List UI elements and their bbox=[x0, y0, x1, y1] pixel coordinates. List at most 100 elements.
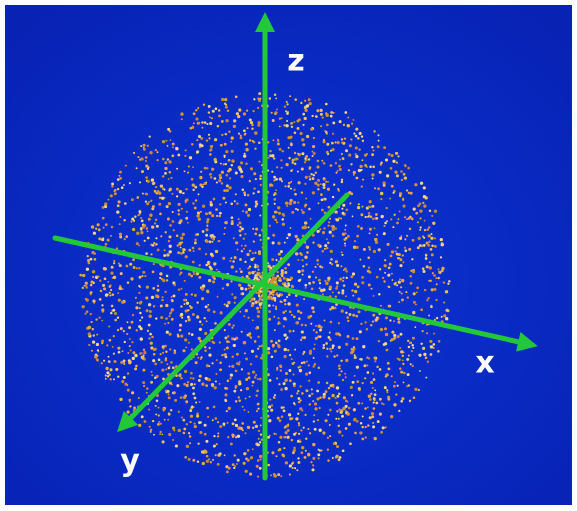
point bbox=[303, 427, 305, 429]
point bbox=[312, 241, 314, 243]
point bbox=[194, 397, 197, 400]
point bbox=[257, 191, 260, 194]
point bbox=[219, 368, 222, 371]
point bbox=[426, 299, 428, 301]
point bbox=[394, 171, 397, 174]
point bbox=[360, 422, 363, 425]
point bbox=[135, 297, 137, 299]
point bbox=[144, 240, 146, 242]
point bbox=[128, 360, 131, 363]
point bbox=[208, 111, 210, 113]
x-label: x bbox=[475, 346, 494, 381]
point bbox=[117, 317, 119, 319]
point bbox=[297, 310, 300, 313]
point bbox=[230, 141, 232, 143]
point bbox=[319, 396, 322, 399]
point bbox=[362, 415, 364, 417]
point bbox=[233, 390, 236, 393]
point bbox=[113, 276, 116, 279]
point bbox=[198, 218, 201, 221]
point bbox=[326, 348, 328, 350]
point bbox=[138, 397, 140, 399]
point bbox=[352, 272, 355, 275]
point bbox=[396, 284, 398, 286]
point bbox=[408, 248, 411, 251]
point bbox=[280, 293, 283, 296]
point bbox=[82, 274, 85, 277]
point bbox=[247, 459, 250, 462]
point bbox=[211, 117, 213, 119]
point bbox=[271, 171, 273, 173]
point bbox=[127, 281, 130, 284]
point bbox=[272, 344, 275, 347]
point bbox=[393, 334, 396, 337]
point bbox=[292, 373, 294, 375]
point bbox=[110, 271, 113, 274]
point bbox=[117, 376, 119, 378]
point bbox=[138, 424, 141, 427]
point bbox=[352, 337, 355, 340]
point bbox=[396, 162, 398, 164]
point bbox=[281, 167, 283, 169]
point bbox=[338, 346, 341, 349]
point bbox=[198, 276, 201, 279]
point bbox=[270, 296, 273, 299]
point bbox=[152, 182, 154, 184]
point bbox=[278, 441, 281, 444]
point bbox=[257, 459, 260, 462]
point bbox=[132, 228, 135, 231]
point bbox=[120, 272, 123, 275]
point bbox=[329, 348, 332, 351]
point bbox=[202, 230, 205, 233]
point bbox=[361, 281, 364, 284]
point bbox=[351, 275, 353, 277]
point bbox=[244, 233, 246, 235]
point bbox=[213, 435, 215, 437]
point bbox=[284, 242, 286, 244]
point bbox=[373, 397, 376, 400]
point bbox=[403, 173, 406, 176]
point bbox=[279, 125, 281, 127]
point bbox=[315, 276, 317, 278]
point bbox=[318, 367, 320, 369]
point bbox=[179, 324, 182, 327]
point bbox=[185, 320, 187, 322]
point bbox=[260, 184, 262, 186]
point bbox=[392, 226, 394, 228]
point bbox=[236, 463, 238, 465]
point bbox=[141, 220, 144, 223]
point bbox=[237, 115, 240, 118]
point bbox=[339, 159, 341, 161]
point bbox=[297, 413, 299, 415]
point bbox=[126, 265, 129, 268]
point bbox=[326, 114, 329, 117]
point bbox=[240, 389, 242, 391]
point bbox=[295, 322, 298, 325]
point bbox=[282, 223, 285, 226]
point bbox=[214, 177, 217, 180]
point bbox=[234, 302, 236, 304]
point bbox=[268, 405, 271, 408]
point bbox=[326, 124, 329, 127]
point bbox=[302, 124, 304, 126]
point bbox=[304, 117, 307, 120]
point bbox=[284, 348, 287, 351]
point bbox=[154, 190, 157, 193]
point bbox=[291, 169, 293, 171]
point bbox=[370, 381, 373, 384]
point bbox=[231, 327, 233, 329]
point bbox=[353, 171, 356, 174]
point bbox=[245, 470, 248, 473]
point bbox=[209, 153, 212, 156]
point bbox=[241, 250, 243, 252]
point bbox=[325, 342, 328, 345]
point bbox=[187, 222, 189, 224]
point bbox=[340, 370, 342, 372]
point bbox=[412, 239, 415, 242]
point bbox=[410, 275, 412, 277]
point bbox=[293, 121, 295, 123]
point bbox=[344, 232, 346, 234]
point bbox=[397, 155, 399, 157]
point bbox=[271, 355, 274, 358]
scatter-scene: z x y bbox=[0, 0, 577, 511]
